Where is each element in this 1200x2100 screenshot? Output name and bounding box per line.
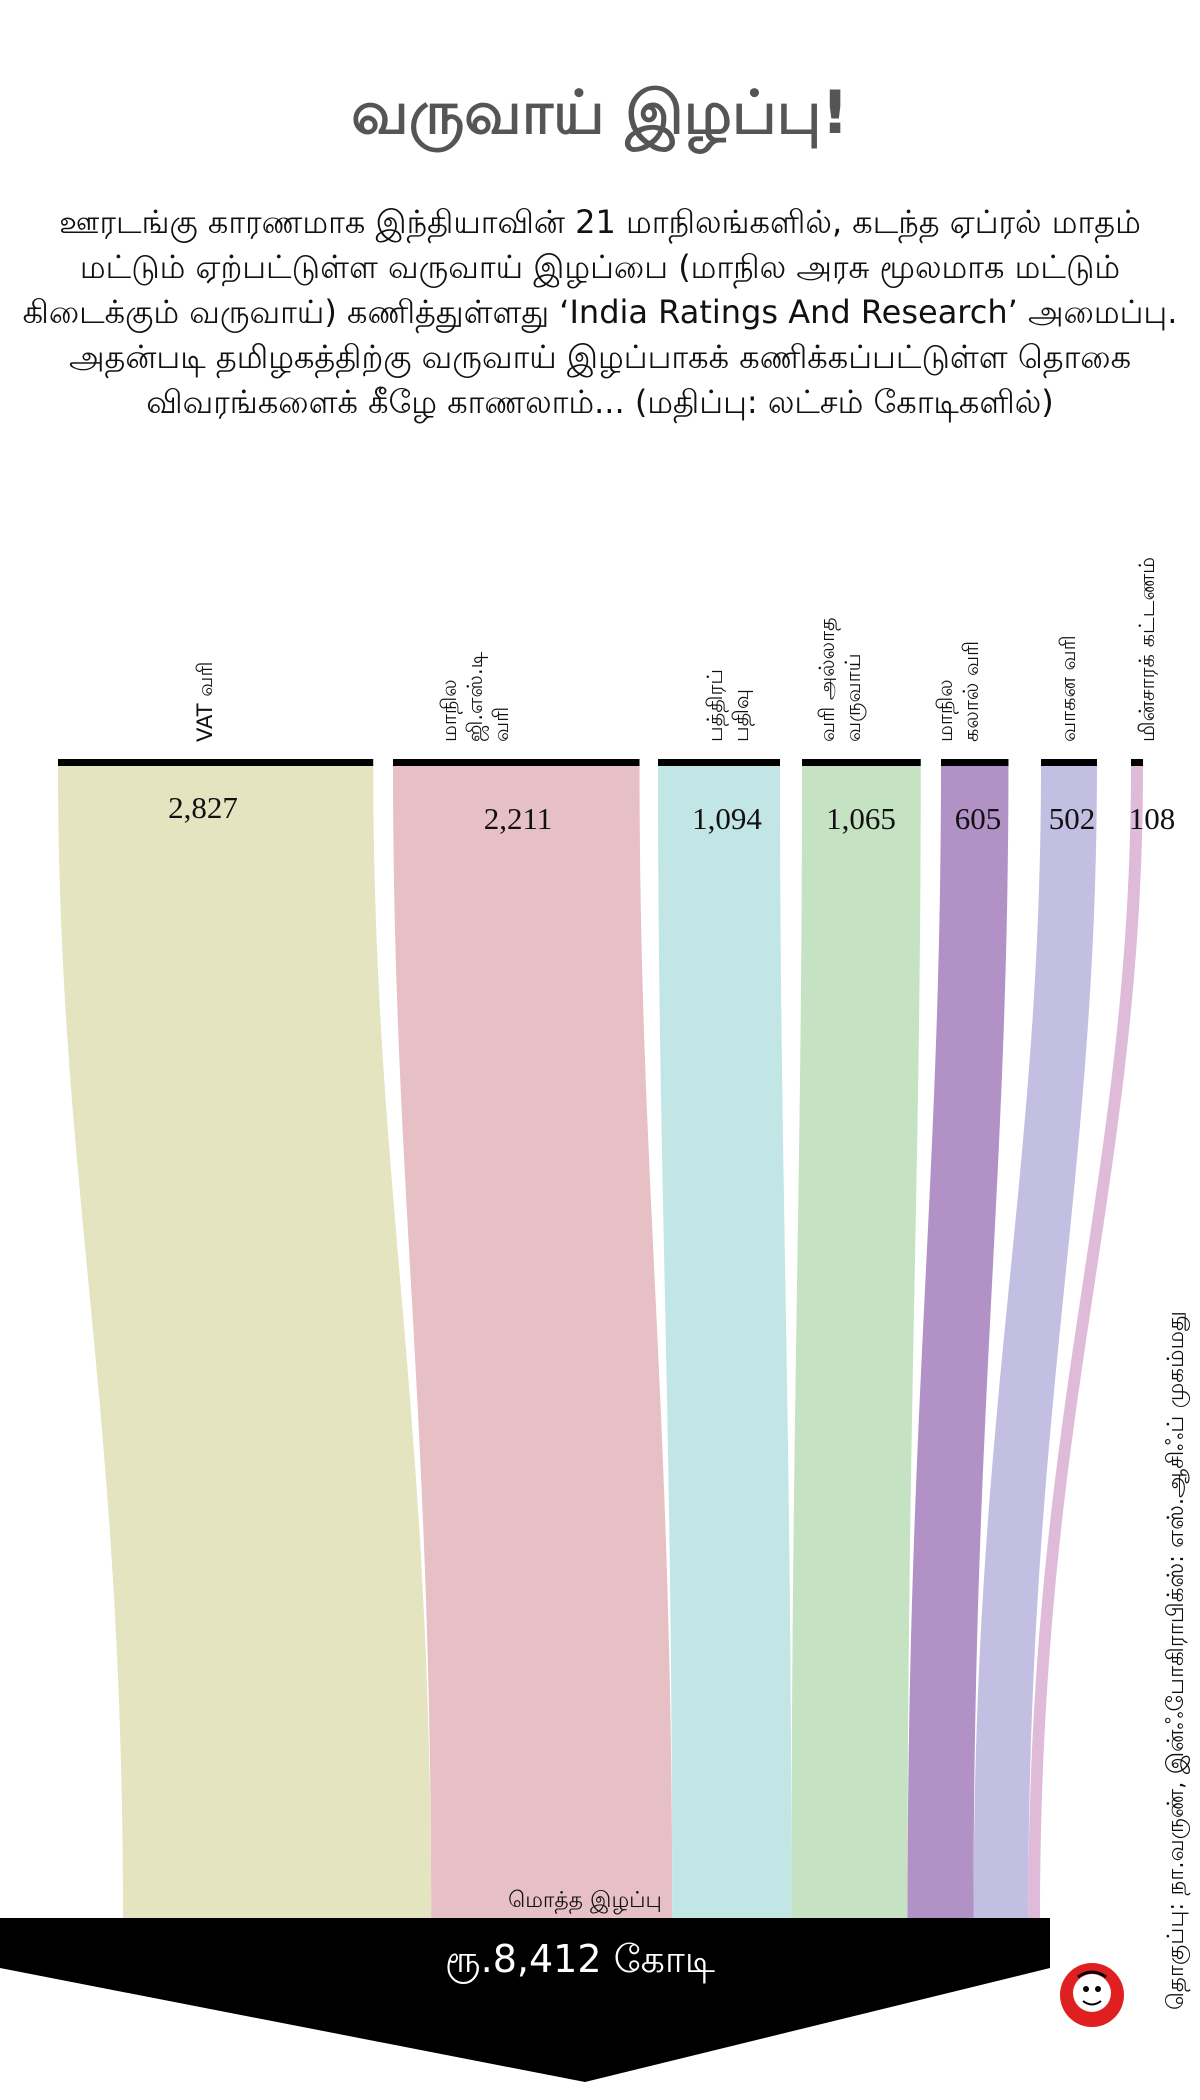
top-bar-6 xyxy=(1041,759,1097,766)
category-label-line: VAT வரி xyxy=(193,662,217,742)
category-label-3: பத்திரப் பதிவு xyxy=(703,669,755,742)
flow-band-1 xyxy=(58,765,432,1918)
flow-band-7 xyxy=(1028,765,1144,1918)
category-label-line: பத்திரப் xyxy=(703,669,729,742)
category-label-group: VAT வரி மாநில ஜி.எஸ்.டி வரி பத்திரப் பதிவு வரி… xyxy=(193,557,1159,742)
value-label-6: 502 xyxy=(1049,801,1096,836)
value-label-1: 2,827 xyxy=(168,790,238,825)
flow-group xyxy=(58,765,1144,1918)
top-bar-2 xyxy=(393,759,640,766)
category-label-1: VAT வரி xyxy=(193,662,217,742)
top-bar-7 xyxy=(1131,759,1144,766)
category-label-line: மாநில xyxy=(933,679,959,742)
value-label-2: 2,211 xyxy=(484,801,553,836)
subtitle: ஊரடங்கு காரணமாக இந்தியாவின் 21 மாநிலங்கள… xyxy=(22,203,1178,421)
category-label-5: மாநில கலால் வரி xyxy=(933,641,983,742)
category-label-line: வரி அல்லாத xyxy=(815,617,841,742)
flow-band-6 xyxy=(973,765,1097,1918)
top-bar-group xyxy=(58,759,1144,766)
category-label-line: கலால் வரி xyxy=(959,641,983,742)
page-title: வருவாய் இழப்பு! xyxy=(351,78,849,148)
category-label-line: வாகன வரி xyxy=(1056,635,1080,742)
value-label-4: 1,065 xyxy=(826,801,896,836)
category-label-6: வாகன வரி xyxy=(1056,635,1080,742)
flow-band-5 xyxy=(907,765,1009,1918)
category-label-line: வருவாய் xyxy=(841,653,866,742)
flow-band-3 xyxy=(658,765,792,1918)
category-label-7: மின்சாரக் கட்டணம் xyxy=(1135,557,1159,742)
total-value: ரூ.8,412 கோடி xyxy=(445,1937,715,1984)
credit-text: தொகுப்பு: நா.வருண், இன்ஃபோகிராபிக்ஸ்: எஸ… xyxy=(1163,1311,1189,2010)
category-label-line: ஜி.எஸ்.டி xyxy=(463,651,489,742)
top-bar-5 xyxy=(941,759,1009,766)
flow-band-4 xyxy=(791,765,921,1918)
total-label: மொத்த இழப்பு xyxy=(508,1888,662,1914)
top-bar-4 xyxy=(802,759,921,766)
top-bar-1 xyxy=(58,759,374,766)
value-label-7: 108 xyxy=(1129,801,1176,836)
category-label-line: பதிவு xyxy=(729,689,755,742)
mascot-logo-icon xyxy=(1060,1963,1124,2027)
category-label-4: வரி அல்லாத வருவாய் xyxy=(815,617,866,742)
category-label-line: வரி xyxy=(489,707,513,742)
category-label-line: மின்சாரக் கட்டணம் xyxy=(1135,557,1159,742)
category-label-2: மாநில ஜி.எஸ்.டி வரி xyxy=(437,651,513,742)
top-bar-3 xyxy=(658,759,780,766)
value-label-3: 1,094 xyxy=(692,801,762,836)
value-label-group: 2,827 2,211 1,094 1,065 605 502 108 xyxy=(168,790,1175,836)
credit-container: தொகுப்பு: நா.வருண், இன்ஃபோகிராபிக்ஸ்: எஸ… xyxy=(1163,1311,1200,2039)
value-label-5: 605 xyxy=(955,801,1002,836)
flow-band-2 xyxy=(393,765,673,1918)
category-label-line: மாநில xyxy=(437,679,463,742)
total-arrow xyxy=(0,1918,1050,2082)
